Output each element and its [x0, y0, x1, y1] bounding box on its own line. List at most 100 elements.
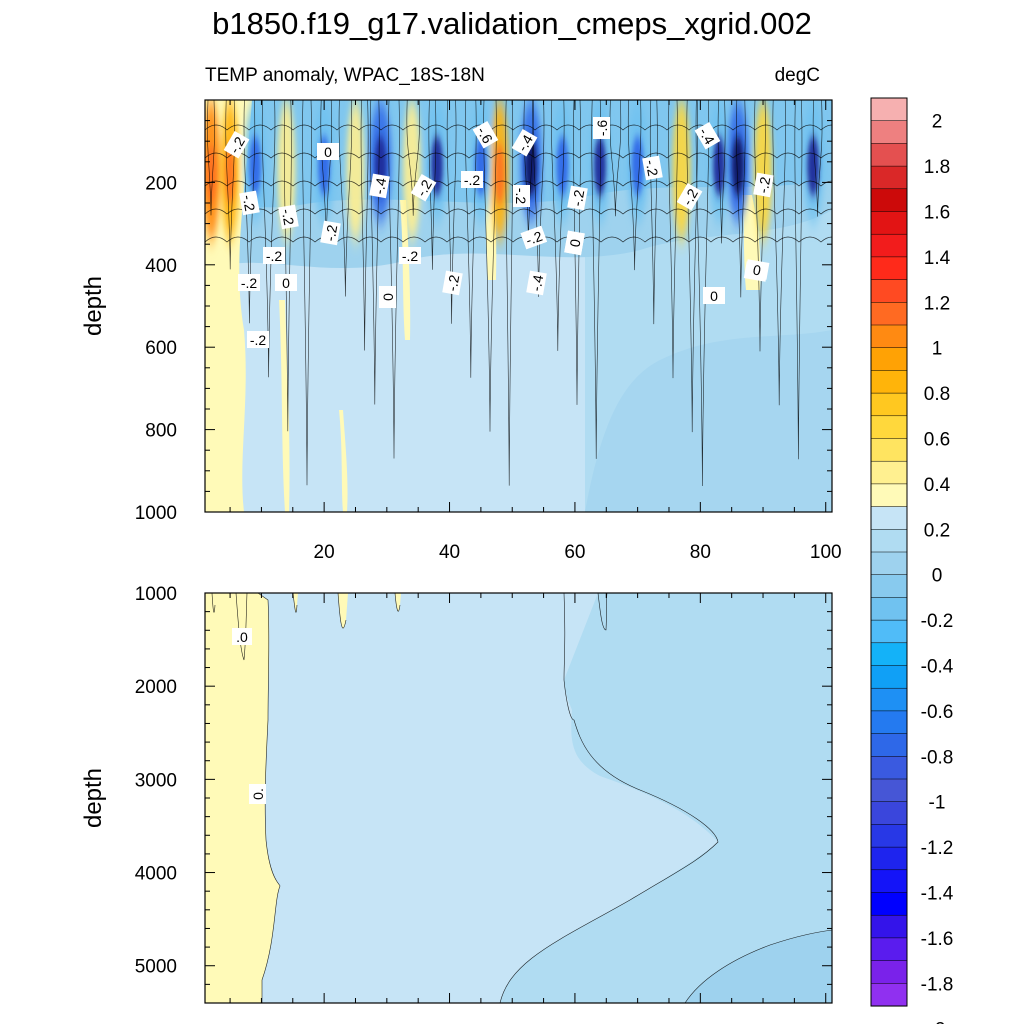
- warm-column-thin-2: [339, 410, 348, 512]
- colorbar-swatch-10: [870, 324, 908, 349]
- contour-band-2: [205, 180, 832, 187]
- contour-label-6: -.2: [461, 171, 483, 188]
- cold-anomaly-core-0: [249, 135, 262, 196]
- contour-line-22: [609, 100, 622, 217]
- colorbar-swatch-1: [870, 120, 908, 144]
- contour-line-25: [668, 100, 678, 379]
- contour-line-16: [505, 100, 514, 486]
- contour-line-8: [360, 100, 369, 351]
- contour-label-20: -.4: [526, 270, 547, 296]
- contour-label-text: -.6: [474, 124, 496, 146]
- colorbar-tick-label-12: -0.4: [921, 657, 954, 678]
- contour-line-13: [446, 100, 457, 324]
- colorbar: 2 1.8 1.6 1.4 1.2 1 0.8 0.6 0.4 0.2 0 -0.2 -0.4 -0.6 -…: [870, 97, 954, 1024]
- colorbar-swatch-23: [870, 619, 908, 644]
- lower-y-tick-label-4: 5000: [135, 957, 177, 978]
- colorbar-swatch-22: [870, 597, 908, 621]
- colorbar-swatch-19: [870, 529, 908, 553]
- contour-label-text: -.2: [444, 273, 463, 292]
- contour-label-21: -.2: [263, 247, 285, 264]
- contour-band-0: [205, 124, 832, 131]
- warm-anomaly-4: [402, 100, 421, 241]
- colorbar-tick-label-5: 1: [932, 339, 943, 360]
- contour-label-text: -.2: [226, 134, 248, 156]
- upper-y-tick-label-0: 200: [145, 173, 177, 194]
- lower-contour-finger-small: [292, 593, 401, 629]
- colorbar-swatch-18: [870, 506, 908, 530]
- upper-y-tick-label-1: 400: [145, 256, 177, 277]
- contour-label-18: -.2: [320, 220, 341, 246]
- contour-label-text: -.4: [514, 132, 536, 154]
- contour-line-23: [627, 100, 642, 271]
- colorbar-tick-label-3: 1.4: [924, 248, 951, 269]
- lower-region-southeast: [685, 930, 832, 1003]
- contour-label-29: 0: [564, 230, 585, 256]
- contour-label-text: -.2: [266, 248, 283, 264]
- contour-label-12: -.2: [642, 155, 663, 181]
- contour-label-1: 0: [317, 143, 339, 160]
- warm-column-thin-1: [279, 300, 290, 512]
- colorbar-swatch-29: [870, 756, 908, 780]
- contour-label-8: -.4: [511, 128, 538, 157]
- contour-label-22: -.2: [238, 274, 260, 291]
- colorbar-swatch-9: [870, 302, 908, 326]
- subtitle-left: TEMP anomaly, WPAC_18S-18N: [205, 65, 485, 86]
- contour-line-9: [370, 100, 380, 405]
- contour-line-26: [686, 100, 698, 433]
- colorbar-swatch-37: [870, 937, 908, 962]
- contour-label-text: 0: [710, 288, 718, 304]
- contour-line-20: [573, 100, 581, 405]
- contour-label-9: -.2: [513, 185, 530, 207]
- colorbar-tick-label-15: -1: [929, 793, 946, 814]
- colorbar-swatch-28: [870, 733, 908, 757]
- contour-label-5: -.2: [410, 173, 437, 202]
- colorbar-swatch-11: [870, 347, 908, 371]
- colorbar-tick-label-1: 1.8: [924, 157, 950, 178]
- contour-label-31: 0: [744, 259, 770, 280]
- contour-label-text: -.2: [513, 188, 529, 205]
- contour-label-text: -.2: [402, 248, 419, 264]
- contour-label-text: -.2: [413, 177, 435, 199]
- warm-column-thin-3: [400, 200, 411, 340]
- colorbar-tick-label-10: 0: [932, 566, 943, 587]
- contour-label-4: -.4: [369, 173, 390, 199]
- contour-label-2: -.2: [239, 190, 260, 216]
- cold-anomaly-core-8: [631, 135, 644, 196]
- colorbar-tick-label-14: -0.8: [921, 747, 954, 768]
- lower-contour-finger-west: [211, 593, 248, 661]
- contour-label-text: -.2: [241, 275, 258, 291]
- lower-contour-label-0: .0: [232, 628, 252, 645]
- warm-anomaly-3: [346, 100, 365, 241]
- colorbar-swatch-30: [870, 778, 908, 803]
- colorbar-tick-label-18: -1.6: [921, 929, 954, 950]
- colorbar-swatch-24: [870, 642, 908, 667]
- upper-y-tick-label-2: 600: [145, 338, 177, 359]
- upper-panel: -.2 0 -.2 -.2 -.4 -.2 -.2 -.6 -.4 -.2 -.6 -.2 -.2 -.2…: [80, 99, 842, 563]
- contour-label-0: -.2: [223, 130, 250, 159]
- chart-title: b1850.f19_g17.validation_cmeps_xgrid.002: [212, 6, 812, 41]
- lower-y-axis-label: depth: [80, 768, 107, 828]
- colorbar-swatch-8: [870, 279, 908, 303]
- lower-contour-label-text: 0.: [250, 788, 266, 800]
- colorbar-swatch-34: [870, 869, 908, 894]
- lower-warm-column: [205, 593, 280, 1003]
- contour-line-10: [388, 100, 400, 459]
- lower-region-east: [500, 593, 832, 1003]
- contour-label-text: -.2: [569, 188, 588, 207]
- contour-label-text: 0: [566, 238, 583, 249]
- contour-line-15: [483, 100, 497, 432]
- contour-label-text: -.6: [594, 120, 610, 137]
- colorbar-tick-label-0: 2: [932, 112, 943, 133]
- lower-contour-southeast: [684, 929, 832, 1003]
- colorbar-swatch-26: [870, 687, 908, 712]
- contour-label-27: -.2: [247, 331, 269, 348]
- contour-label-10: -.6: [593, 117, 610, 139]
- contour-line-11: [406, 100, 420, 216]
- warm-core-5: [494, 144, 505, 205]
- lower-contour-mid: [499, 593, 719, 1003]
- colorbar-swatch-39: [870, 983, 908, 1007]
- lower-contour-label-1: 0.: [249, 784, 266, 804]
- contour-label-3: -.2: [278, 204, 299, 230]
- contour-line-12: [428, 100, 437, 270]
- contour-label-13: -.2: [676, 182, 703, 211]
